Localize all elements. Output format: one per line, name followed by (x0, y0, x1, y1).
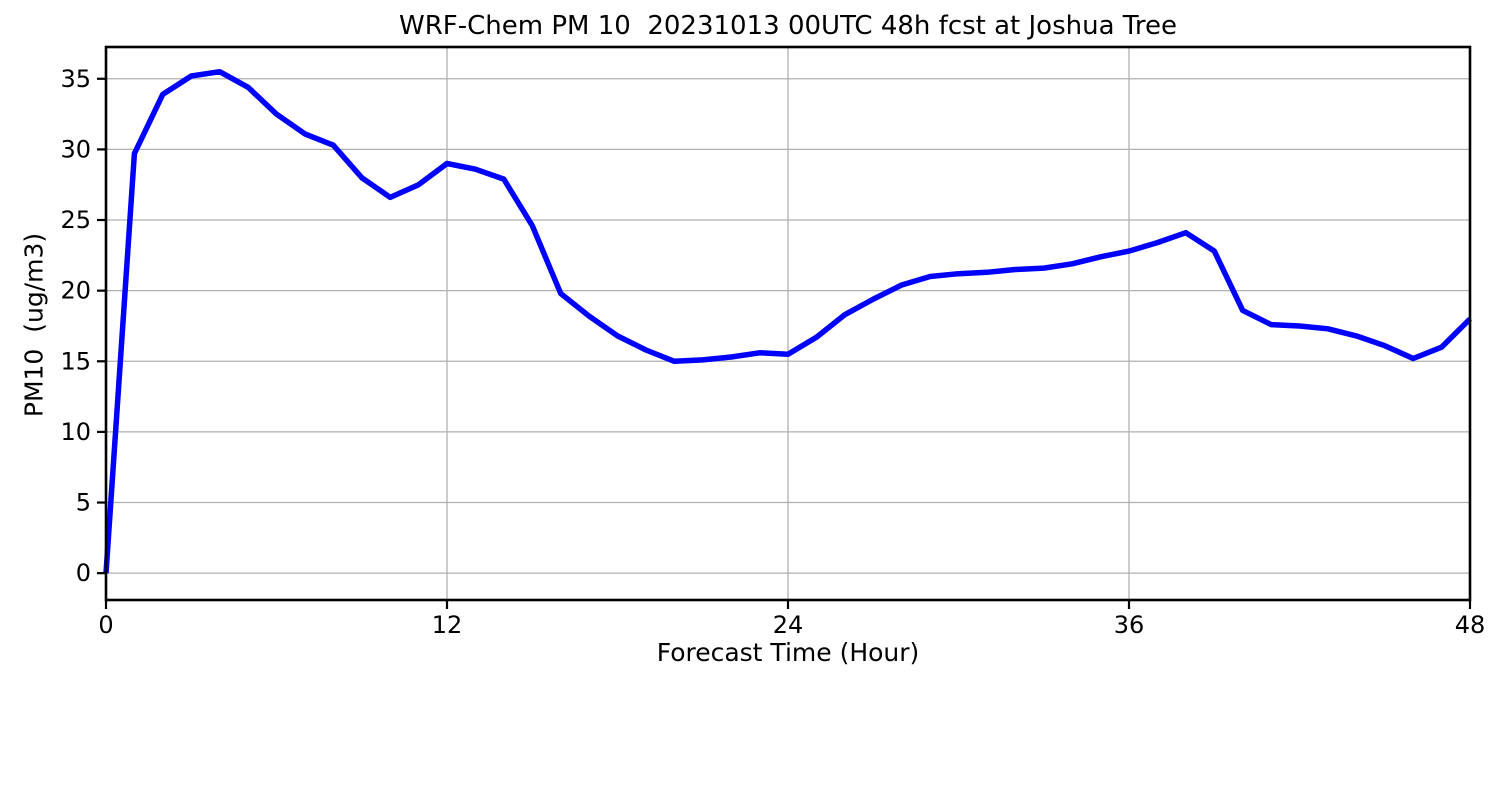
y-tick-label: 5 (76, 489, 91, 517)
chart-title: WRF-Chem PM 10 20231013 00UTC 48h fcst a… (399, 11, 1177, 41)
x-tick-label: 36 (1114, 611, 1145, 639)
y-tick-label: 0 (76, 559, 91, 587)
x-tick-label: 24 (773, 611, 804, 639)
y-tick-label: 25 (60, 206, 91, 234)
y-tick-label: 15 (60, 347, 91, 375)
y-tick-label: 10 (60, 418, 91, 446)
y-axis-label: PM10 (ug/m3) (19, 232, 49, 418)
y-tick-label: 30 (60, 135, 91, 163)
axes-border (104, 45, 1472, 602)
x-axis-label: Forecast Time (Hour) (656, 638, 920, 667)
x-tick-label: 48 (1455, 611, 1486, 639)
x-tick-label: 0 (98, 611, 113, 639)
x-tick-label: 12 (432, 611, 463, 639)
y-tick-label: 20 (60, 277, 91, 305)
y-tick-label: 35 (60, 65, 91, 93)
data-line (103, 68, 1472, 574)
